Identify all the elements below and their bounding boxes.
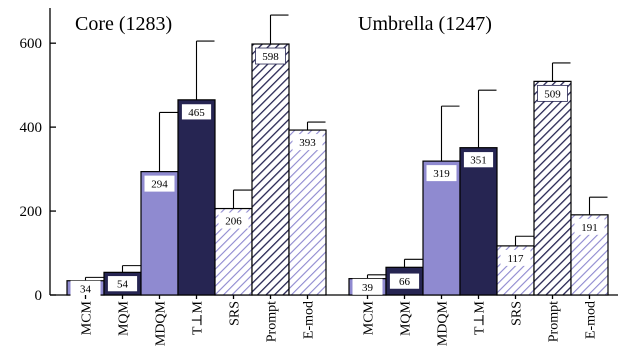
bar xyxy=(178,99,215,295)
category-label: T⊥M xyxy=(473,300,488,335)
value-label: 319 xyxy=(433,168,450,180)
bar xyxy=(141,171,178,295)
group-title: Core (1283) xyxy=(75,13,172,35)
bar-groups: Core (1283) 34 MCM 54 MQM 294 MDQM 465 T⊥M 206 SRS… xyxy=(66,13,609,346)
bar xyxy=(534,81,571,295)
value-label-box xyxy=(352,278,383,295)
category-label: MDQM xyxy=(436,300,451,346)
bar-group: Core (1283) 34 MCM 54 MQM 294 MDQM 465 T⊥M 206 SRS… xyxy=(66,13,327,346)
y-tick-label: 0 xyxy=(35,288,43,304)
category-label: MDQM xyxy=(154,300,169,346)
bar xyxy=(289,130,326,295)
value-label: 598 xyxy=(262,51,279,63)
group-title: Umbrella (1247) xyxy=(358,13,492,35)
value-label: 34 xyxy=(80,284,92,296)
y-tick-label: 200 xyxy=(20,204,43,220)
value-label-box xyxy=(70,280,101,297)
value-label-box xyxy=(426,165,457,182)
value-label: 54 xyxy=(117,279,129,291)
value-label-box xyxy=(574,218,605,235)
value-label-box xyxy=(144,175,175,192)
bar xyxy=(252,44,289,295)
value-label: 206 xyxy=(225,216,242,228)
value-label: 393 xyxy=(299,137,316,149)
category-label: MQM xyxy=(399,300,414,336)
value-label-box xyxy=(500,249,531,266)
value-label: 39 xyxy=(362,282,374,294)
value-label-box xyxy=(292,134,323,151)
value-label: 465 xyxy=(188,107,205,119)
bar-group: Umbrella (1247) 39 MCM 66 MQM 319 MDQM 351 T⊥M 11… xyxy=(348,13,609,346)
category-label: MCM xyxy=(362,300,377,335)
category-label: MQM xyxy=(117,300,132,336)
value-label-box xyxy=(463,151,494,169)
bar xyxy=(423,161,460,295)
y-tick-label: 400 xyxy=(20,120,43,136)
bar xyxy=(460,147,497,295)
value-label: 191 xyxy=(581,222,598,234)
category-label: Prompt xyxy=(547,301,562,342)
value-label: 66 xyxy=(399,276,411,288)
value-label: 351 xyxy=(470,155,487,167)
value-label-box xyxy=(389,272,420,290)
value-label: 117 xyxy=(507,253,524,265)
category-label: MCM xyxy=(80,300,95,335)
value-label: 509 xyxy=(544,88,561,100)
value-label-box xyxy=(218,212,249,229)
value-label-box xyxy=(255,47,286,65)
value-label-box xyxy=(181,103,212,121)
category-label: T⊥M xyxy=(191,300,206,335)
value-label-box xyxy=(537,84,568,102)
category-label: E-mod xyxy=(584,301,599,339)
category-label: E-mod xyxy=(302,301,317,339)
category-label: Prompt xyxy=(265,301,280,342)
value-label-box xyxy=(107,275,138,293)
category-label: SRS xyxy=(228,301,243,326)
value-label: 294 xyxy=(151,179,168,191)
category-label: SRS xyxy=(510,301,525,326)
y-tick-label: 600 xyxy=(20,36,43,52)
